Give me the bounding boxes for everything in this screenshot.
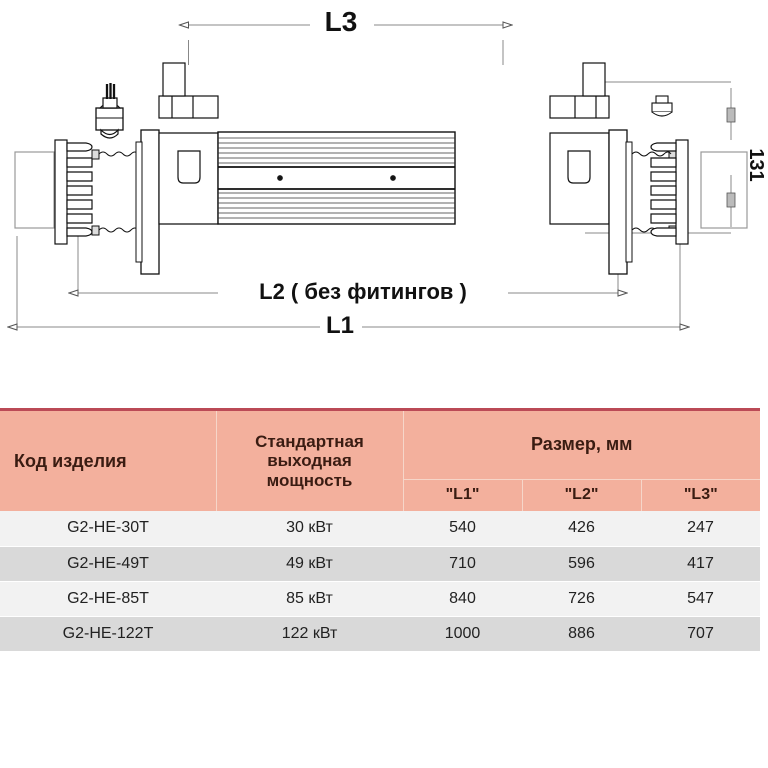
svg-text:131: 131 — [745, 148, 767, 181]
svg-text:L3: L3 — [325, 6, 358, 37]
svg-text:L2 ( без фитингов ): L2 ( без фитингов ) — [259, 279, 467, 304]
svg-text:L1: L1 — [326, 312, 354, 339]
